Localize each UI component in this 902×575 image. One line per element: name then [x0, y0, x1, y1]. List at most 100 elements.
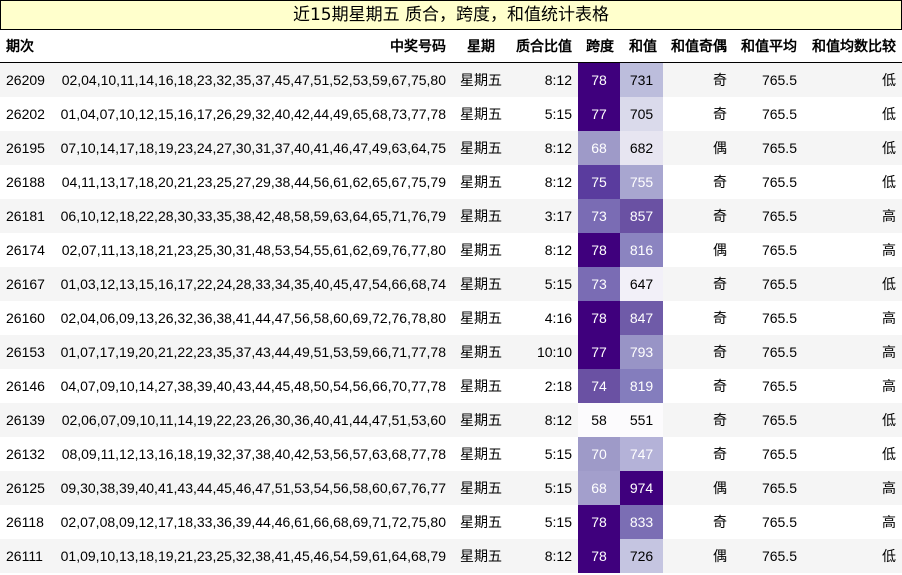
table-row: 26160 02,04,06,09,13,26,32,36,38,41,44,47… — [0, 301, 902, 335]
cell-weekday: 星期五 — [452, 471, 510, 505]
cell-sum: 833 — [620, 505, 663, 539]
cell-avg: 765.5 — [733, 199, 803, 233]
cell-compare: 高 — [803, 233, 902, 267]
cell-compare: 低 — [803, 403, 902, 437]
cell-compare: 低 — [803, 97, 902, 131]
cell-period: 26160 — [0, 301, 52, 335]
cell-avg: 765.5 — [733, 267, 803, 301]
cell-span: 70 — [578, 437, 620, 471]
cell-avg: 765.5 — [733, 63, 803, 97]
table-body: 26209 02,04,10,11,14,16,18,23,32,35,37,45… — [0, 63, 902, 573]
stats-table: 期次 中奖号码 星期 质合比值 跨度 和值 和值奇偶 和值平均 和值均数比较 2… — [0, 30, 902, 573]
cell-period: 26188 — [0, 165, 52, 199]
cell-ratio: 5:15 — [510, 437, 578, 471]
cell-compare: 高 — [803, 301, 902, 335]
cell-sum: 705 — [620, 97, 663, 131]
cell-avg: 765.5 — [733, 335, 803, 369]
header-weekday[interactable]: 星期 — [452, 30, 510, 63]
cell-ratio: 4:16 — [510, 301, 578, 335]
cell-span: 78 — [578, 301, 620, 335]
header-ratio[interactable]: 质合比值 — [510, 30, 578, 63]
cell-weekday: 星期五 — [452, 539, 510, 573]
table-row: 26139 02,06,07,09,10,11,14,19,22,23,26,30… — [0, 403, 902, 437]
cell-span: 74 — [578, 369, 620, 403]
table-row: 26125 09,30,38,39,40,41,43,44,45,46,47,51… — [0, 471, 902, 505]
cell-period: 26153 — [0, 335, 52, 369]
cell-parity: 偶 — [663, 131, 733, 165]
cell-period: 26118 — [0, 505, 52, 539]
cell-weekday: 星期五 — [452, 233, 510, 267]
table-row: 26188 04,11,13,17,18,20,21,23,25,27,29,38… — [0, 165, 902, 199]
cell-avg: 765.5 — [733, 471, 803, 505]
cell-weekday: 星期五 — [452, 165, 510, 199]
cell-compare: 高 — [803, 505, 902, 539]
cell-sum: 974 — [620, 471, 663, 505]
cell-parity: 奇 — [663, 63, 733, 97]
table-title: 近15期星期五 质合，跨度，和值统计表格 — [0, 0, 902, 30]
cell-ratio: 5:15 — [510, 97, 578, 131]
cell-period: 26146 — [0, 369, 52, 403]
cell-ratio: 5:15 — [510, 471, 578, 505]
cell-avg: 765.5 — [733, 437, 803, 471]
cell-weekday: 星期五 — [452, 335, 510, 369]
table-row: 26153 01,07,17,19,20,21,22,23,35,37,43,44… — [0, 335, 902, 369]
cell-numbers: 02,04,06,09,13,26,32,36,38,41,44,47,56,5… — [52, 301, 452, 335]
header-period[interactable]: 期次 — [0, 30, 52, 63]
cell-ratio: 8:12 — [510, 131, 578, 165]
cell-parity: 奇 — [663, 301, 733, 335]
cell-sum: 747 — [620, 437, 663, 471]
cell-avg: 765.5 — [733, 97, 803, 131]
cell-sum: 793 — [620, 335, 663, 369]
cell-parity: 偶 — [663, 233, 733, 267]
cell-compare: 低 — [803, 63, 902, 97]
header-parity[interactable]: 和值奇偶 — [663, 30, 733, 63]
cell-parity: 奇 — [663, 505, 733, 539]
header-avg[interactable]: 和值平均 — [733, 30, 803, 63]
cell-ratio: 8:12 — [510, 63, 578, 97]
cell-period: 26111 — [0, 539, 52, 573]
cell-ratio: 3:17 — [510, 199, 578, 233]
cell-numbers: 01,07,17,19,20,21,22,23,35,37,43,44,49,5… — [52, 335, 452, 369]
cell-ratio: 2:18 — [510, 369, 578, 403]
header-compare[interactable]: 和值均数比较 — [803, 30, 902, 63]
cell-span: 68 — [578, 471, 620, 505]
table-row: 26174 02,07,11,13,18,21,23,25,30,31,48,53… — [0, 233, 902, 267]
cell-sum: 816 — [620, 233, 663, 267]
cell-avg: 765.5 — [733, 369, 803, 403]
cell-ratio: 8:12 — [510, 233, 578, 267]
cell-ratio: 8:12 — [510, 165, 578, 199]
cell-span: 78 — [578, 505, 620, 539]
cell-numbers: 01,09,10,13,18,19,21,23,25,32,38,41,45,4… — [52, 539, 452, 573]
header-sum[interactable]: 和值 — [620, 30, 663, 63]
cell-compare: 高 — [803, 471, 902, 505]
cell-ratio: 8:12 — [510, 403, 578, 437]
cell-numbers: 04,07,09,10,14,27,38,39,40,43,44,45,48,5… — [52, 369, 452, 403]
cell-parity: 奇 — [663, 165, 733, 199]
cell-ratio: 10:10 — [510, 335, 578, 369]
header-row: 期次 中奖号码 星期 质合比值 跨度 和值 和值奇偶 和值平均 和值均数比较 — [0, 30, 902, 63]
cell-parity: 偶 — [663, 471, 733, 505]
cell-compare: 低 — [803, 437, 902, 471]
cell-numbers: 09,30,38,39,40,41,43,44,45,46,47,51,53,5… — [52, 471, 452, 505]
cell-span: 75 — [578, 165, 620, 199]
cell-compare: 低 — [803, 539, 902, 573]
header-span[interactable]: 跨度 — [578, 30, 620, 63]
cell-sum: 551 — [620, 403, 663, 437]
cell-sum: 847 — [620, 301, 663, 335]
cell-numbers: 01,03,12,13,15,16,17,22,24,28,33,34,35,4… — [52, 267, 452, 301]
cell-numbers: 08,09,11,12,13,16,18,19,32,37,38,40,42,5… — [52, 437, 452, 471]
cell-weekday: 星期五 — [452, 437, 510, 471]
cell-sum: 647 — [620, 267, 663, 301]
cell-weekday: 星期五 — [452, 301, 510, 335]
cell-compare: 高 — [803, 335, 902, 369]
cell-numbers: 02,07,08,09,12,17,18,33,36,39,44,46,61,6… — [52, 505, 452, 539]
cell-ratio: 5:15 — [510, 267, 578, 301]
table-row: 26118 02,07,08,09,12,17,18,33,36,39,44,46… — [0, 505, 902, 539]
cell-weekday: 星期五 — [452, 131, 510, 165]
cell-weekday: 星期五 — [452, 267, 510, 301]
cell-ratio: 8:12 — [510, 539, 578, 573]
cell-sum: 819 — [620, 369, 663, 403]
table-row: 26181 06,10,12,18,22,28,30,33,35,38,42,48… — [0, 199, 902, 233]
header-numbers[interactable]: 中奖号码 — [52, 30, 452, 63]
cell-parity: 奇 — [663, 369, 733, 403]
